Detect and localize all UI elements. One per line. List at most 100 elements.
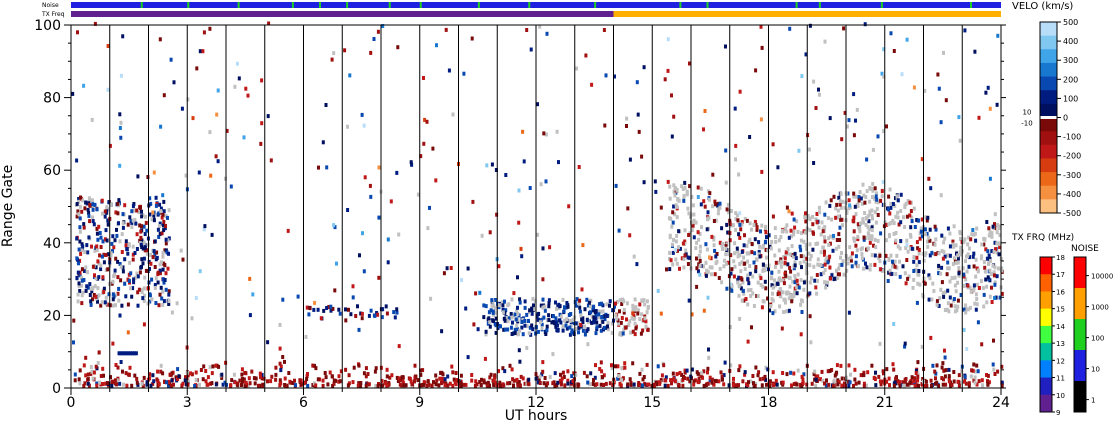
data-point-872 xyxy=(240,367,244,372)
data-point-1520 xyxy=(520,320,524,324)
data-point-737 xyxy=(658,381,662,386)
data-point-2988 xyxy=(776,165,780,170)
data-point-3204 xyxy=(142,322,146,327)
data-point-1405 xyxy=(530,306,534,311)
data-point-1220 xyxy=(159,260,163,265)
data-point-1659 xyxy=(592,304,596,309)
data-point-309 xyxy=(201,377,205,382)
data-point-577 xyxy=(434,373,438,378)
data-point-2265 xyxy=(956,260,960,265)
data-point-886 xyxy=(671,371,675,376)
data-point-2463 xyxy=(725,222,729,227)
data-point-2669 xyxy=(739,269,743,274)
data-point-2589 xyxy=(910,246,914,251)
data-point-1979 xyxy=(871,181,875,186)
data-point-1960 xyxy=(737,232,741,237)
data-point-47 xyxy=(681,378,685,382)
data-point-3190 xyxy=(118,313,122,318)
data-point-941 xyxy=(88,219,92,224)
data-point-3148 xyxy=(920,344,924,349)
data-point-3028 xyxy=(940,280,944,285)
data-point-3141 xyxy=(466,355,470,360)
data-point-2333 xyxy=(939,271,943,276)
data-point-2966 xyxy=(734,157,737,162)
data-point-3187 xyxy=(659,205,663,210)
data-point-835 xyxy=(835,370,838,375)
data-point-760 xyxy=(885,379,889,384)
data-point-386 xyxy=(470,373,474,377)
data-point-2249 xyxy=(816,278,819,283)
data-point-1503 xyxy=(588,304,592,309)
data-point-2714 xyxy=(733,251,737,256)
data-point-1239 xyxy=(91,264,95,269)
data-point-659 xyxy=(190,372,194,377)
data-point-2183 xyxy=(779,264,783,269)
data-point-2805 xyxy=(774,235,778,239)
data-point-127 xyxy=(942,368,946,373)
data-point-1186 xyxy=(145,251,149,256)
data-point-2451 xyxy=(743,216,747,221)
data-point-3151 xyxy=(108,143,112,148)
data-point-895 xyxy=(279,368,283,373)
data-point-2744 xyxy=(685,190,689,195)
data-point-2507 xyxy=(966,283,970,288)
data-point-671 xyxy=(330,374,334,379)
data-point-622 xyxy=(332,381,336,386)
data-point-2973 xyxy=(528,186,532,190)
data-point-2837 xyxy=(237,76,241,81)
x-tick-label-1: 3 xyxy=(183,395,192,411)
data-point-2645 xyxy=(802,287,806,292)
data-point-1182 xyxy=(130,225,134,230)
data-point-1219 xyxy=(95,244,99,249)
noise-status-bar xyxy=(71,2,1001,8)
data-point-366 xyxy=(879,382,883,387)
data-point-840 xyxy=(250,369,254,374)
data-point-588 xyxy=(933,369,937,374)
data-point-2994 xyxy=(389,199,393,204)
data-point-1634 xyxy=(550,320,554,325)
data-point-715 xyxy=(975,363,979,368)
data-point-2325 xyxy=(849,258,853,263)
data-point-2094 xyxy=(916,246,920,251)
data-point-2625 xyxy=(940,233,944,238)
data-point-2003 xyxy=(875,206,879,211)
data-point-1029 xyxy=(101,239,105,244)
data-point-615 xyxy=(837,380,841,385)
data-point-712 xyxy=(566,381,570,386)
data-point-2206 xyxy=(765,255,768,260)
data-point-2487 xyxy=(770,275,774,280)
data-point-2537 xyxy=(795,285,799,290)
data-point-2910 xyxy=(854,118,857,123)
data-point-1613 xyxy=(492,304,496,309)
data-point-377 xyxy=(451,370,455,375)
data-point-411 xyxy=(454,371,458,375)
data-point-1526 xyxy=(583,307,587,312)
data-point-1121 xyxy=(99,267,103,272)
data-point-1567 xyxy=(555,306,559,311)
data-point-429 xyxy=(940,376,944,381)
data-point-2716 xyxy=(805,246,808,251)
data-point-2344 xyxy=(811,247,815,252)
data-point-1399 xyxy=(510,297,514,302)
freq-swatch-0 xyxy=(1040,257,1052,275)
data-point-539 xyxy=(781,371,785,375)
data-point-2139 xyxy=(993,240,997,245)
data-point-2442 xyxy=(732,259,736,264)
data-point-2632 xyxy=(670,224,674,229)
data-point-1163 xyxy=(84,200,88,205)
data-point-887 xyxy=(800,374,804,379)
data-point-1290 xyxy=(141,246,145,251)
data-point-892 xyxy=(494,380,498,385)
data-point-732 xyxy=(710,380,714,385)
data-point-2615 xyxy=(761,268,765,273)
data-point-914 xyxy=(153,252,157,257)
data-point-2186 xyxy=(695,256,698,261)
data-point-633 xyxy=(950,383,954,387)
data-point-251 xyxy=(247,376,251,381)
data-point-1049 xyxy=(167,302,171,306)
data-point-1673 xyxy=(592,319,596,324)
data-point-91 xyxy=(262,376,266,381)
data-point-968 xyxy=(112,245,116,250)
data-point-2110 xyxy=(899,209,903,213)
data-point-752 xyxy=(816,374,820,379)
